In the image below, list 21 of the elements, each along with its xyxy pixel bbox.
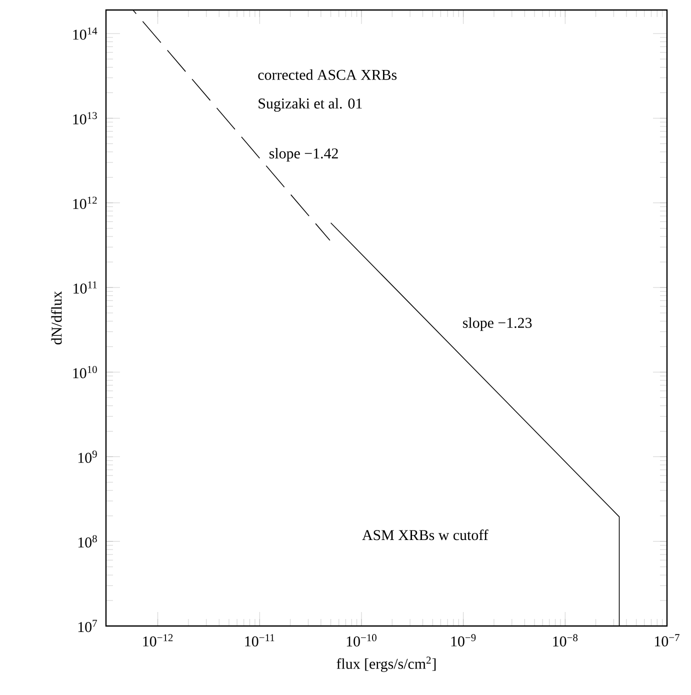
x-tick-label: 10$^{−12}$ (143, 634, 173, 646)
y-tick-label: 10$^{8}$ (78, 535, 97, 548)
y-tick-label: 10$^{11}$ (74, 281, 97, 294)
y-tick-label: 10$^{10}$ (73, 366, 97, 378)
annotation: ASM XRBs w cutoff (362, 530, 488, 540)
x-tick-label: 10$^{−8}$ (553, 634, 578, 646)
y-tick-label: 10$^{7}$ (78, 620, 97, 632)
y-tick-label: 10$^{9}$ (78, 450, 97, 463)
x-tick-label: 10$^{−9}$ (451, 634, 476, 646)
annotation: Sugizaki et al. 01 (258, 98, 362, 112)
y-tick-label: 10$^{14}$ (73, 27, 98, 40)
x-axis-title: flux [ergs/s/cm$^{2}$] (336, 656, 436, 672)
y-tick-label: 10$^{13}$ (73, 112, 97, 124)
annotation: slope −1.42 (269, 148, 338, 162)
y-tick-label: 10$^{12}$ (73, 196, 97, 209)
x-tick-label: 10$^{−10}$ (346, 634, 376, 646)
annotation: slope −1.23 (463, 317, 532, 331)
x-tick-label: 10$^{−7}$ (655, 634, 680, 646)
x-tick-label: 10$^{−11}$ (245, 634, 274, 646)
y-axis-title: dN/dflux (51, 291, 62, 344)
annotation: corrected ASCA XRBs (258, 69, 397, 80)
